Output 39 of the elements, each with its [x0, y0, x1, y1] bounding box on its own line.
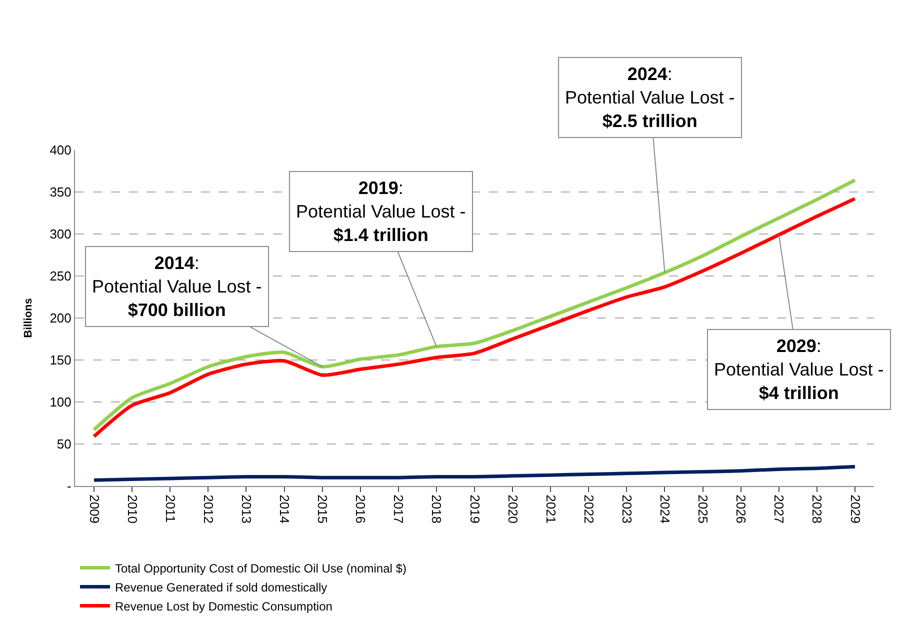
x-tick-label: 2016: [353, 494, 368, 524]
y-tick-label: -: [67, 478, 72, 494]
y-tick-label: 100: [50, 394, 72, 410]
y-tick-label: 50: [56, 436, 72, 452]
y-tick-label: 300: [50, 226, 72, 242]
x-tick-label: 2017: [391, 494, 406, 524]
x-tick-label: 2012: [200, 494, 216, 524]
x-tick-label: 2018: [429, 494, 444, 524]
x-tick-label: 2011: [162, 494, 178, 523]
x-tick-label: 2015: [315, 494, 330, 524]
x-tick-label: 2023: [619, 494, 634, 524]
legend-label: Revenue Lost by Domestic Consumption: [115, 599, 332, 614]
x-tick-label: 2010: [124, 494, 140, 524]
y-tick-label: 250: [50, 268, 72, 284]
x-tick-label: 2028: [810, 494, 825, 524]
x-tick-label: 2027: [772, 494, 787, 524]
x-tick-label: 2009: [86, 494, 102, 524]
annotation: 2014: Potential Value Lost - $700 billion: [92, 253, 262, 320]
x-tick-label: 2024: [658, 494, 673, 524]
x-tick-label: 2020: [505, 494, 520, 524]
annotation: 2024: Potential Value Lost - $2.5 trillion: [565, 64, 735, 131]
legend-label: Revenue Generated if sold domestically: [115, 580, 328, 594]
y-tick-label: 150: [50, 352, 72, 368]
line-series: [92, 464, 857, 482]
y-axis-title: Billions: [22, 298, 34, 338]
x-tick-label: 2013: [238, 494, 254, 524]
x-tick-label: 2022: [581, 494, 596, 524]
x-tick-label: 2021: [543, 494, 558, 524]
x-tick-label: 2026: [734, 494, 749, 524]
y-tick-label: 350: [50, 184, 72, 200]
annotation: 2029: Potential Value Lost - $4 trillion: [714, 336, 884, 403]
x-tick-label: 2025: [696, 494, 711, 524]
x-tick-label: 2029: [848, 494, 863, 524]
y-tick-label: 400: [50, 142, 72, 158]
annotation: 2019: Potential Value Lost - $1.4 trillion: [296, 178, 466, 245]
legend-label: Total Opportunity Cost of Domestic Oil Use (nominal $): [115, 561, 406, 576]
x-tick-label: 2019: [467, 494, 482, 524]
y-tick-label: 200: [50, 310, 72, 326]
x-tick-label: 2014: [277, 494, 292, 524]
